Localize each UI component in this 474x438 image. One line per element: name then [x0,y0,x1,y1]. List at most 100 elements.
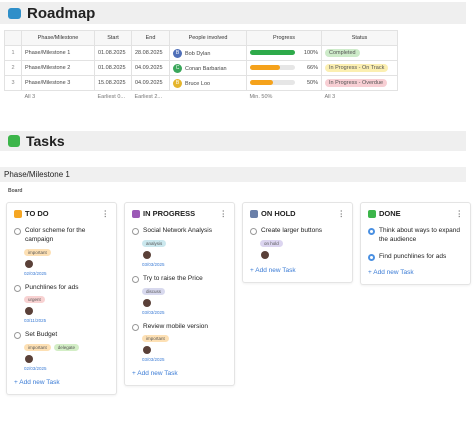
header-cell: Status [321,30,398,46]
person-name: Bob Dylan [185,50,211,57]
assignee-avatar [25,355,33,364]
assignee-avatar [261,250,269,259]
task-card: Social Network Analysis analysis 03/03/202… [132,227,227,267]
avatar: C [173,63,182,73]
start-cell: 01.08.2025 [94,45,132,61]
add-task[interactable]: + Add new Task [132,370,178,378]
column-header: IN PROGRESS ⋮ [132,209,227,218]
task-checkbox[interactable] [14,332,21,340]
footer-row: All 3 Earliest 0... Earliest 2... Min. 50% A… [5,91,398,103]
task-checkbox[interactable] [132,275,139,283]
task-line: Review mobile version [132,323,227,332]
progress-bar [250,50,295,56]
column-menu[interactable]: ⋮ [455,209,464,218]
progress-track [250,50,295,56]
board-column: DONE ⋮ Think about ways to expand the audi… [360,202,471,286]
progress-cell: 50% [246,75,322,91]
header-cell [4,30,22,46]
tasks-title: Tasks [26,133,65,149]
people-cell: B Bob Dylan [169,45,247,61]
tag-list: discuss [142,287,227,295]
progress-label: 66% [306,65,318,71]
progress-label: 50% [306,80,318,86]
section-header: Phase/Milestone 1 [0,167,466,182]
task-checkbox[interactable] [368,228,375,235]
row-number: 3 [4,75,22,91]
footer-cell: Earliest 2... [134,93,163,100]
task-text: Social Network Analysis [143,227,212,234]
task-card: Create larger buttons on hold [250,227,345,259]
tag: analysis [142,239,167,247]
tag-list: analysis [142,239,227,247]
header-cell: End [131,30,170,46]
footer-cell [5,91,22,103]
task-checkbox[interactable] [132,228,139,235]
task-card: Set Budget important delegate 02/03/2025 [14,331,109,371]
tag: discuss [142,287,166,295]
column-header: DONE ⋮ [368,209,463,218]
add-task[interactable]: + Add new Task [250,266,296,274]
status-pill: In Progress - Overdue [325,79,388,87]
task-card: Think about ways to expand the audience [368,227,463,245]
board-column: ON HOLD ⋮ Create larger buttons on hold + Ad… [242,202,353,283]
person-name: Conan Barbarian [185,65,227,72]
tag-list: urgent [24,296,109,304]
end-cell: 04.09.2025 [131,75,170,91]
due-date: 03/03/2025 [142,357,165,363]
due-date: 03/03/2025 [142,309,165,315]
task-text: Review mobile version [143,322,209,330]
task-checkbox[interactable] [132,323,139,331]
status-cell: Completed [321,45,398,61]
task-checkbox[interactable] [250,228,257,235]
board-column: IN PROGRESS ⋮ Social Network Analysis analy… [124,202,235,387]
avatar: B [173,78,182,88]
status-pill: Completed [325,49,360,57]
book-icon [8,7,21,19]
check-icon [8,135,20,147]
task-checkbox[interactable] [14,228,21,235]
task-checkbox[interactable] [368,253,375,261]
tasks-header: Tasks [0,131,466,151]
add-task[interactable]: + Add new Task [14,379,60,387]
row-number: 1 [4,45,22,61]
footer-cell: Earliest 0... [97,93,126,100]
task-text: Find punchlines for ads [379,252,447,260]
people-cell: B Bruce Loo [169,75,247,91]
table-row: 3 Phase/Milestone 3 15.08.2025 04.09.2025 B B… [4,75,398,91]
person-name: Bruce Loo [185,80,211,87]
column-icon [132,209,140,218]
avatar: B [173,48,182,58]
task-line: Set Budget [14,331,109,340]
progress-track [250,65,295,71]
column-icon [250,209,258,218]
assignee-avatar [143,250,151,259]
tag: important [24,248,51,256]
task-line: Try to raise the Price [132,275,227,284]
add-task[interactable]: + Add new Task [368,269,414,277]
column-menu[interactable]: ⋮ [337,209,346,218]
table-row: 1 Phase/Milestone 1 01.08.2025 28.08.2025 B B… [4,45,398,61]
board-column: TO DO ⋮ Color scheme for the campaign impor… [6,202,117,396]
task-checkbox[interactable] [14,284,21,292]
due-date: 02/03/2025 [24,366,47,372]
column-menu[interactable]: ⋮ [219,209,228,218]
task-line: Find punchlines for ads [368,253,463,262]
phase-cell: Phase/Milestone 1 [21,45,95,61]
task-line: Create larger buttons [250,227,345,236]
header-cell: Progress [246,30,322,46]
row-number: 2 [4,60,22,76]
column-icon [14,209,22,218]
footer-cell: All 3 [24,93,36,100]
roadmap-table: Phase/Milestone Start End People involved Pr… [4,30,398,103]
column-title: IN PROGRESS [143,209,196,218]
task-text: Punchlines for ads [25,283,79,291]
header-cell: Phase/Milestone [21,30,95,46]
column-header: ON HOLD ⋮ [250,209,345,218]
progress-track [250,80,295,86]
footer-cell: Min. 50% [249,93,273,100]
column-header: TO DO ⋮ [14,209,109,218]
column-menu[interactable]: ⋮ [101,209,110,218]
due-date: 02/03/2025 [24,270,47,276]
task-card: Find punchlines for ads [368,253,463,262]
